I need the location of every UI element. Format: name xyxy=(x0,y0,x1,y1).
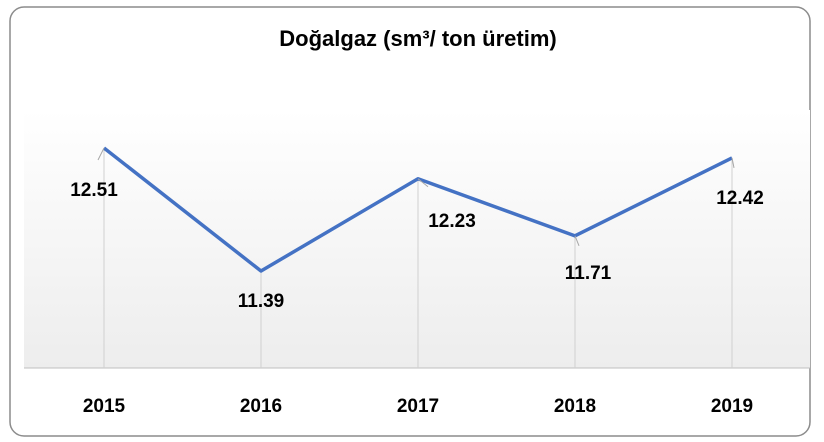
data-label: 11.71 xyxy=(565,263,612,284)
leader-line xyxy=(574,235,580,247)
data-label: 12.23 xyxy=(428,211,476,232)
x-tick-label: 2019 xyxy=(711,396,753,417)
chart-title: Doğalgaz (sm³/ ton üretim) xyxy=(279,26,556,51)
data-label: 12.42 xyxy=(716,188,764,209)
x-tick-label: 2015 xyxy=(83,396,126,417)
x-tick-label: 2017 xyxy=(397,396,439,417)
leader-line xyxy=(417,178,429,188)
x-tick-label: 2016 xyxy=(240,396,282,417)
x-tick-label: 2018 xyxy=(554,396,596,417)
data-label: 11.39 xyxy=(238,291,285,312)
leader-line xyxy=(97,147,105,161)
data-label: 12.51 xyxy=(70,180,118,201)
leader-line xyxy=(731,157,735,168)
plot-background xyxy=(24,110,810,368)
